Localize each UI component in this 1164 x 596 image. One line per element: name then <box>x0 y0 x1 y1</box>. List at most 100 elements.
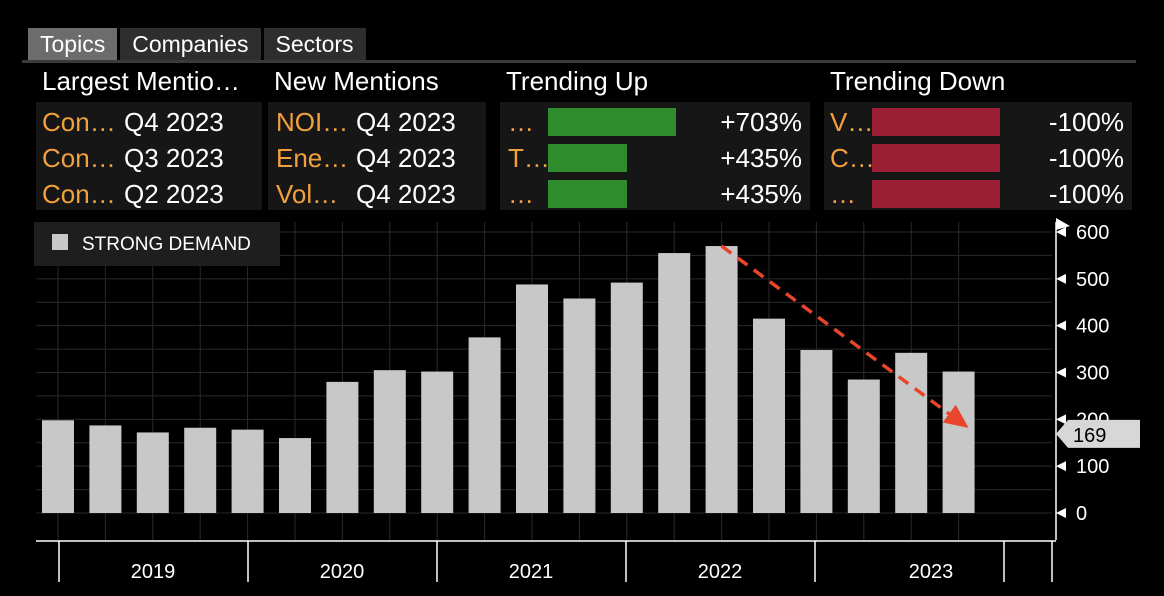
tab-companies[interactable]: Companies <box>120 28 261 60</box>
last-value-tag <box>1056 419 1140 448</box>
change-bar <box>548 144 628 172</box>
legend-box <box>34 222 280 266</box>
topic-name: Ene… <box>276 142 349 173</box>
y-tick-mark <box>1056 367 1066 378</box>
topic-name: Vol… <box>276 178 339 209</box>
largest-mentions-panel: Largest Mentio… Con… Q4 2023 Con… Q3 202… <box>36 66 262 210</box>
data-bar <box>800 350 833 513</box>
x-year-label: 2023 <box>909 561 954 583</box>
y-tick-mark <box>1056 461 1066 472</box>
trending-down-title: Trending Down <box>830 66 1006 96</box>
topic-name: V… <box>830 106 872 137</box>
data-bar <box>516 284 548 513</box>
topic-date: Q4 2023 <box>356 106 456 137</box>
topic-date: Q2 2023 <box>124 178 224 209</box>
list-item[interactable]: Ene… Q4 2023 <box>268 140 486 176</box>
list-item[interactable]: T… +435% <box>500 140 810 176</box>
y-tick-label: 100 <box>1076 456 1109 478</box>
list-item[interactable]: … +703% <box>500 104 810 140</box>
chart-bars <box>42 246 975 514</box>
tab-topics[interactable]: Topics <box>28 28 118 60</box>
change-bar-track <box>548 180 708 208</box>
topic-name: T… <box>508 142 548 173</box>
list-item[interactable]: Vol… Q4 2023 <box>268 176 486 212</box>
change-value: -100% <box>1048 142 1124 173</box>
data-bar <box>942 371 975 513</box>
change-value: +435% <box>720 142 802 173</box>
list-item[interactable]: Con… Q4 2023 <box>36 104 262 140</box>
list-item[interactable]: … +435% <box>500 176 810 212</box>
y-tick-mark <box>1056 508 1066 518</box>
change-value: +435% <box>720 178 802 209</box>
data-bar <box>136 432 169 513</box>
change-value: -100% <box>1048 178 1124 209</box>
data-bar <box>42 420 74 513</box>
change-bar-track <box>872 108 1032 136</box>
new-mentions-title: New Mentions <box>274 66 439 96</box>
topic-date: Q4 2023 <box>124 106 224 137</box>
topic-date: Q4 2023 <box>356 178 456 209</box>
y-tick-label: 500 <box>1076 269 1109 291</box>
change-bar <box>872 144 1000 172</box>
y-tick-label: 600 <box>1076 222 1109 244</box>
data-bar <box>373 370 406 513</box>
topic-name: Con… <box>42 142 116 173</box>
change-bar-track <box>548 108 708 136</box>
data-bar <box>89 425 122 513</box>
data-bar <box>421 371 454 513</box>
list-item[interactable]: V… -100% <box>824 104 1132 140</box>
topic-date: Q3 2023 <box>124 142 224 173</box>
y-tick-mark <box>1056 273 1066 284</box>
change-value: -100% <box>1048 106 1124 137</box>
y-tick-mark <box>1056 320 1066 331</box>
data-bar <box>468 337 501 513</box>
list-item[interactable]: Con… Q2 2023 <box>36 176 262 212</box>
data-bar <box>847 379 880 513</box>
tabs-divider <box>22 60 1136 63</box>
topic-name: … <box>830 178 856 209</box>
y-tick-mark <box>1056 227 1066 237</box>
y-axis-arrow-icon <box>1056 218 1070 230</box>
change-bar <box>548 108 676 136</box>
change-bar-track <box>548 144 708 172</box>
trending-down-panel: Trending Down V… -100% C… -100% … -100% <box>824 66 1132 210</box>
topic-name: … <box>508 106 534 137</box>
y-tick-label: 400 <box>1076 316 1109 338</box>
change-bar <box>872 108 1000 136</box>
new-mentions-panel: New Mentions NOI… Q4 2023 Ene… Q4 2023 V… <box>268 66 486 210</box>
topic-name: Con… <box>42 178 116 209</box>
topic-name: … <box>508 178 534 209</box>
change-bar <box>872 180 1000 208</box>
trend-arrowhead-icon <box>942 404 969 428</box>
data-bar <box>563 298 596 513</box>
x-axis: 2019 2020 2021 2022 2023 <box>36 540 1056 583</box>
chart-legend: STRONG DEMAND <box>34 222 280 266</box>
tab-sectors[interactable]: Sectors <box>263 28 366 60</box>
list-item[interactable]: Con… Q3 2023 <box>36 140 262 176</box>
x-year-label: 2019 <box>131 561 176 583</box>
y-tick-label: 300 <box>1076 363 1109 385</box>
x-year-label: 2020 <box>320 561 365 583</box>
y-tick-mark <box>1056 414 1066 425</box>
data-bar <box>326 381 359 513</box>
data-bar <box>231 429 264 513</box>
topic-date: Q4 2023 <box>356 142 456 173</box>
y-tick-label: 0 <box>1076 503 1087 525</box>
list-item[interactable]: … -100% <box>824 176 1132 212</box>
trending-up-title: Trending Up <box>506 66 649 96</box>
x-year-label: 2022 <box>698 561 743 583</box>
legend-swatch <box>52 234 68 250</box>
legend-label: STRONG DEMAND <box>82 234 251 255</box>
trending-up-panel: Trending Up … +703% T… +435% … +435% <box>500 66 810 210</box>
last-value-label: 169 <box>1073 425 1106 447</box>
list-item[interactable]: NOI… Q4 2023 <box>268 104 486 140</box>
change-bar-track <box>872 144 1032 172</box>
change-value: +703% <box>720 106 802 137</box>
topic-name: Con… <box>42 106 116 137</box>
y-axis: 0100200300400500600169 <box>1055 218 1140 540</box>
x-year-label: 2021 <box>509 561 554 583</box>
list-item[interactable]: C… -100% <box>824 140 1132 176</box>
trend-annotation <box>720 244 969 428</box>
data-bar <box>753 318 785 513</box>
